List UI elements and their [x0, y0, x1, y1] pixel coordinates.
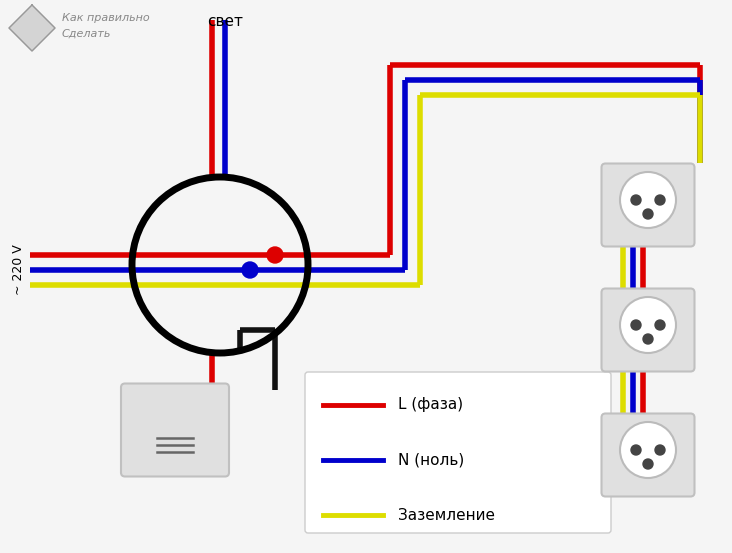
Circle shape — [631, 445, 641, 455]
FancyBboxPatch shape — [305, 372, 611, 533]
Polygon shape — [9, 5, 55, 51]
Circle shape — [655, 320, 665, 330]
Text: ~ 220 V: ~ 220 V — [12, 244, 24, 295]
Circle shape — [267, 247, 283, 263]
Circle shape — [620, 422, 676, 478]
Circle shape — [643, 209, 653, 219]
Circle shape — [631, 195, 641, 205]
Circle shape — [631, 320, 641, 330]
FancyBboxPatch shape — [602, 414, 695, 497]
Circle shape — [643, 334, 653, 344]
Circle shape — [242, 262, 258, 278]
Text: свет: свет — [207, 14, 243, 29]
Circle shape — [655, 195, 665, 205]
FancyBboxPatch shape — [602, 289, 695, 372]
Circle shape — [620, 172, 676, 228]
Text: Как правильно: Как правильно — [62, 13, 149, 23]
Circle shape — [643, 459, 653, 469]
Text: L (фаза): L (фаза) — [398, 398, 463, 413]
FancyBboxPatch shape — [602, 164, 695, 247]
Text: Сделать: Сделать — [62, 29, 111, 39]
Circle shape — [655, 445, 665, 455]
Text: Заземление: Заземление — [398, 508, 495, 523]
Circle shape — [620, 297, 676, 353]
Text: N (ноль): N (ноль) — [398, 452, 464, 467]
FancyBboxPatch shape — [121, 383, 229, 477]
